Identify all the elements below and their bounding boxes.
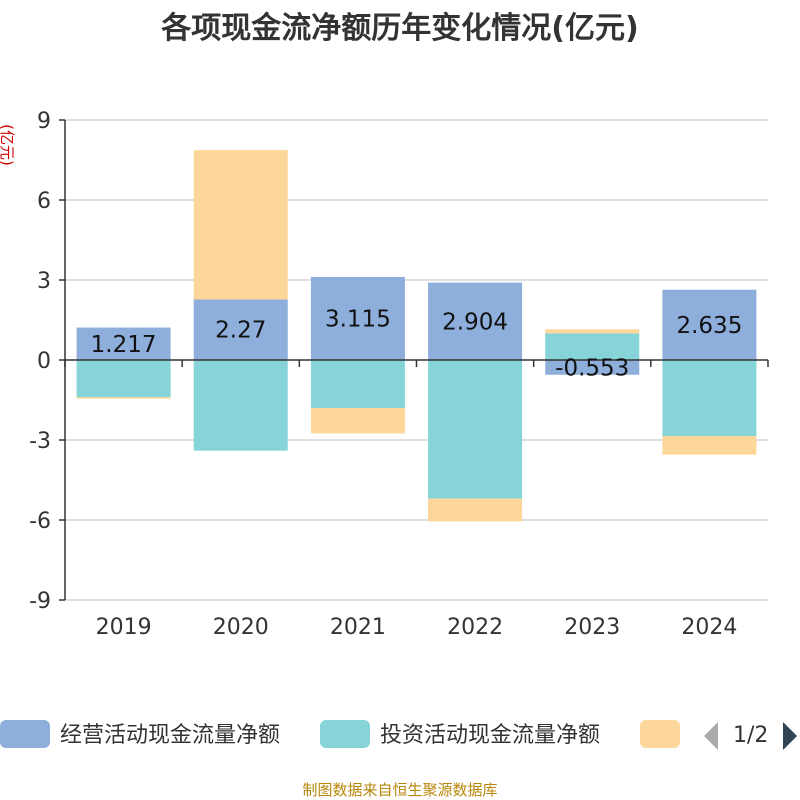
bar-series (76, 150, 757, 522)
legend: 经营活动现金流量净额 投资活动现金流量净额 1/2 (0, 720, 797, 750)
bar-2021-series-1[interactable] (310, 360, 405, 408)
legend-label-operating[interactable]: 经营活动现金流量净额 (60, 723, 280, 748)
tick-labels: 9 6 3 0 -3 -6 -9 2019 2020 2021 2022 2023 2024 (29, 109, 737, 640)
y-tick-label: -9 (29, 589, 51, 614)
data-label: 2.904 (442, 309, 508, 335)
y-tick-label: 3 (37, 269, 51, 294)
bar-2023-series-2[interactable] (545, 329, 640, 334)
bar-2023-series-1[interactable] (545, 333, 640, 360)
bar-2022-series-1[interactable] (428, 360, 523, 499)
x-tick-label: 2022 (447, 615, 503, 640)
data-label: -0.553 (555, 355, 629, 381)
bar-2019-series-2[interactable] (76, 397, 171, 399)
bar-2024-series-0[interactable] (662, 289, 757, 360)
bar-2021-series-2[interactable] (310, 408, 405, 434)
y-axis-unit: (亿元) (0, 124, 16, 166)
bar-2023-series-0[interactable] (545, 360, 640, 375)
x-tick-label: 2019 (96, 615, 152, 640)
x-tick-label: 2021 (330, 615, 386, 640)
bar-2020-series-1[interactable] (193, 360, 288, 451)
y-tick-label: 6 (37, 189, 51, 214)
legend-swatch-operating[interactable] (0, 720, 50, 748)
bar-2024-series-2[interactable] (662, 436, 757, 455)
y-tick-label: 9 (37, 109, 51, 134)
bar-2022-series-2[interactable] (428, 498, 523, 522)
x-tick-label: 2024 (681, 615, 737, 640)
legend-label-investing[interactable]: 投资活动现金流量净额 (380, 723, 600, 748)
grid-lines (59, 119, 768, 601)
x-tick-label: 2023 (564, 615, 620, 640)
legend-swatch-investing[interactable] (320, 720, 370, 748)
y-tick-label: -3 (29, 429, 51, 454)
bar-2019-series-1[interactable] (76, 360, 171, 398)
axes (64, 120, 769, 600)
data-label: 2.635 (676, 313, 742, 339)
data-label: 2.27 (215, 318, 266, 344)
data-labels: 1.217 2.27 3.115 2.904 -0.553 2.635 (91, 306, 743, 381)
bar-2024-series-1[interactable] (662, 360, 757, 436)
bar-2022-series-0[interactable] (428, 282, 523, 360)
bar-2019-series-0[interactable] (76, 327, 171, 360)
legend-pager: 1/2 (733, 723, 768, 748)
bar-2020-series-2[interactable] (193, 150, 288, 300)
y-tick-label: -6 (29, 509, 51, 534)
legend-swatch-third[interactable] (640, 720, 680, 748)
chart-title: 各项现金流净额历年变化情况(亿元) (160, 11, 638, 46)
bar-2021-series-0[interactable] (310, 276, 405, 360)
bar-2020-series-0[interactable] (193, 299, 288, 360)
legend-next-arrow-icon[interactable] (783, 722, 797, 750)
data-source-note: 制图数据来自恒生聚源数据库 (302, 781, 497, 799)
x-tick-label: 2020 (213, 615, 269, 640)
legend-prev-arrow-icon[interactable] (704, 722, 718, 750)
data-label: 3.115 (325, 306, 391, 332)
data-label: 1.217 (91, 332, 157, 358)
y-tick-label: 0 (37, 349, 51, 374)
